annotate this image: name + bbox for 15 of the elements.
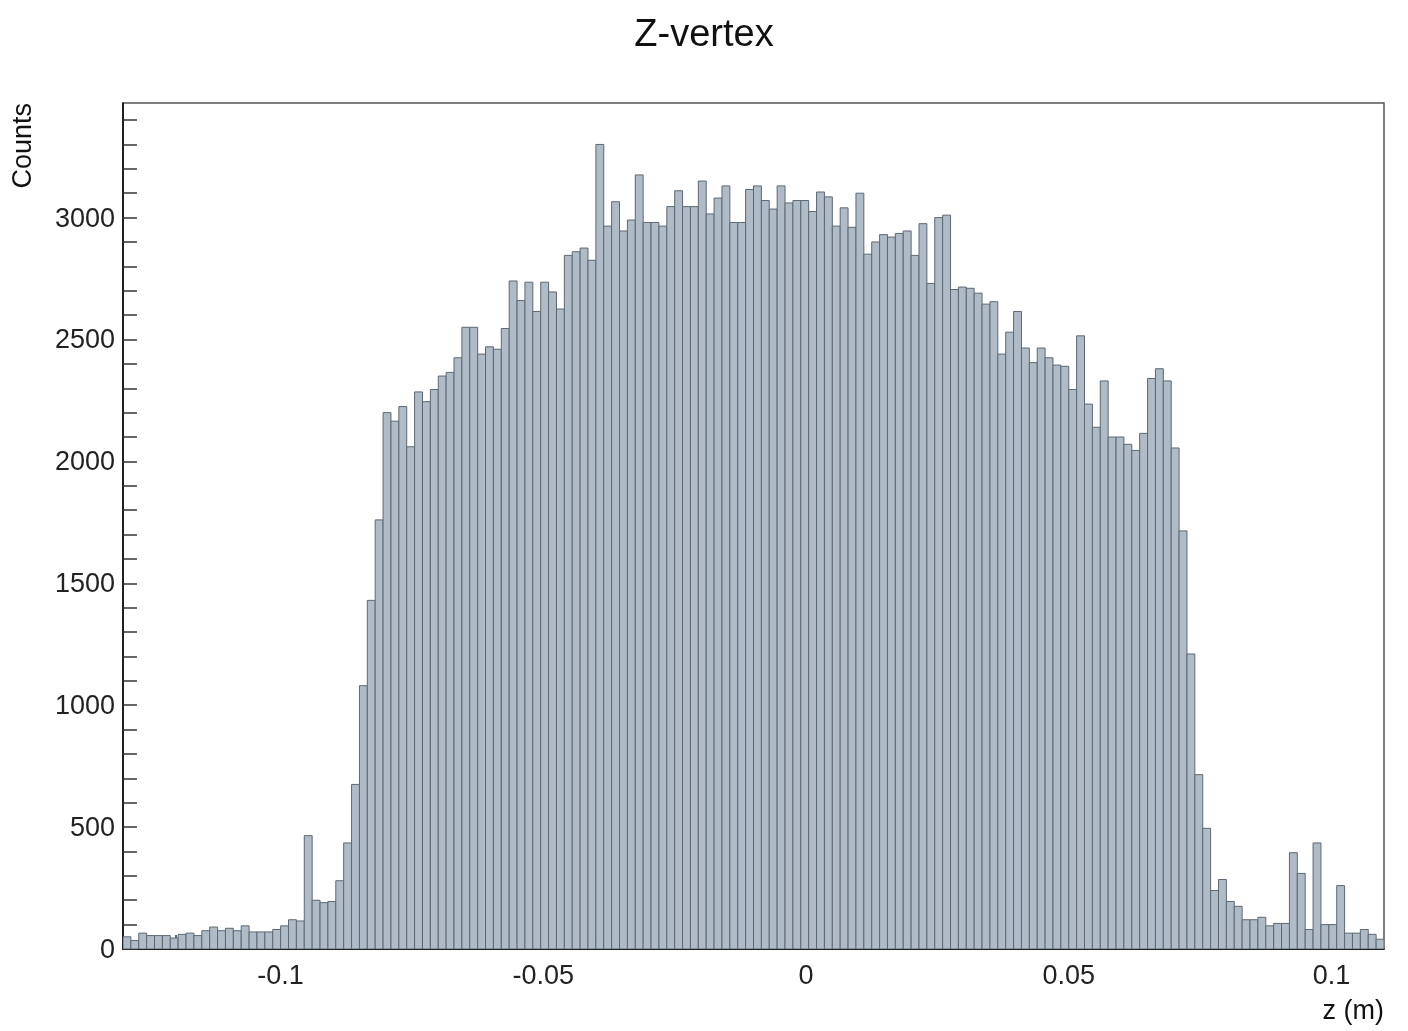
y-tick-label: 3000 bbox=[54, 202, 115, 233]
y-tick-label: 2500 bbox=[54, 324, 115, 355]
x-tick-label: 0.05 bbox=[1042, 959, 1096, 990]
y-tick-label: 0 bbox=[99, 934, 115, 964]
y-tick-label: 2000 bbox=[54, 446, 115, 477]
chart-title: Z-vertex bbox=[634, 12, 774, 54]
x-tick-label: 0 bbox=[798, 959, 814, 990]
y-axis-title: Counts bbox=[7, 103, 37, 189]
x-tick-label: -0.05 bbox=[512, 959, 575, 990]
y-tick-label: 500 bbox=[69, 812, 115, 843]
y-tick-label: 1000 bbox=[54, 690, 115, 721]
x-axis-title: z (m) bbox=[1322, 994, 1384, 1025]
y-tick-label: 1500 bbox=[54, 568, 115, 599]
x-tick-label: -0.1 bbox=[257, 959, 304, 990]
x-tick-label: 0.1 bbox=[1312, 959, 1351, 990]
